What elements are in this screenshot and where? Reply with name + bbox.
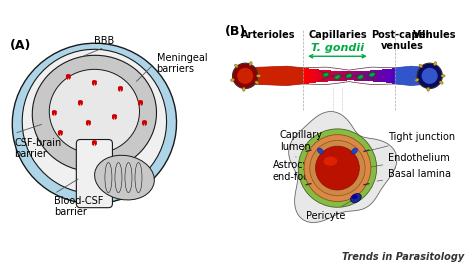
Ellipse shape <box>334 75 340 79</box>
Polygon shape <box>331 71 335 81</box>
Circle shape <box>237 68 253 84</box>
Polygon shape <box>344 71 347 81</box>
Ellipse shape <box>22 49 166 194</box>
Polygon shape <box>385 69 389 83</box>
Ellipse shape <box>352 148 357 154</box>
Ellipse shape <box>350 194 361 203</box>
Polygon shape <box>354 71 357 81</box>
Polygon shape <box>373 70 376 81</box>
Ellipse shape <box>419 64 422 68</box>
Polygon shape <box>379 70 383 82</box>
Ellipse shape <box>415 78 419 81</box>
Ellipse shape <box>49 69 139 154</box>
Polygon shape <box>312 69 316 83</box>
Polygon shape <box>309 69 312 83</box>
Text: BBB: BBB <box>94 36 115 46</box>
Polygon shape <box>357 71 360 81</box>
Polygon shape <box>316 69 319 83</box>
Polygon shape <box>319 70 322 82</box>
Polygon shape <box>395 66 429 85</box>
Polygon shape <box>360 71 363 81</box>
Ellipse shape <box>255 81 259 84</box>
Ellipse shape <box>318 148 323 154</box>
Text: Capillary
lumen: Capillary lumen <box>280 130 335 166</box>
Polygon shape <box>395 68 398 84</box>
Polygon shape <box>341 71 344 81</box>
Ellipse shape <box>352 195 357 199</box>
Polygon shape <box>389 69 392 83</box>
Ellipse shape <box>369 72 375 77</box>
Text: Tight junction: Tight junction <box>369 132 456 151</box>
Polygon shape <box>363 71 366 81</box>
Text: Astrocyte
end-foot: Astrocyte end-foot <box>273 156 319 182</box>
Polygon shape <box>347 71 351 80</box>
Text: Trends in Parasitology: Trends in Parasitology <box>342 252 465 262</box>
Ellipse shape <box>256 74 261 77</box>
Ellipse shape <box>230 78 235 81</box>
Polygon shape <box>325 70 328 81</box>
Polygon shape <box>370 70 373 81</box>
Polygon shape <box>392 68 395 84</box>
Text: Arterioles: Arterioles <box>241 30 295 40</box>
Circle shape <box>310 140 365 196</box>
Circle shape <box>421 68 438 84</box>
Circle shape <box>304 135 371 202</box>
Polygon shape <box>376 70 379 82</box>
Ellipse shape <box>12 43 176 204</box>
Text: T. gondii: T. gondii <box>311 43 364 53</box>
Circle shape <box>233 63 258 89</box>
Text: Post-capill.
venules: Post-capill. venules <box>371 30 433 51</box>
Circle shape <box>316 146 359 190</box>
Text: Meningeal
barriers: Meningeal barriers <box>156 53 207 74</box>
Polygon shape <box>322 70 325 82</box>
Polygon shape <box>303 68 306 84</box>
Ellipse shape <box>434 62 437 66</box>
Polygon shape <box>245 66 303 85</box>
Text: (B): (B) <box>225 25 246 38</box>
Text: CSF-brain
barrier: CSF-brain barrier <box>14 138 62 159</box>
Text: Basal lamina: Basal lamina <box>377 169 451 181</box>
Ellipse shape <box>346 74 352 78</box>
Ellipse shape <box>439 81 443 84</box>
Ellipse shape <box>249 62 252 66</box>
Polygon shape <box>366 71 370 81</box>
Polygon shape <box>383 69 385 83</box>
Polygon shape <box>328 70 331 81</box>
Ellipse shape <box>32 55 156 172</box>
Ellipse shape <box>95 155 155 200</box>
Circle shape <box>298 129 377 207</box>
Ellipse shape <box>242 87 245 91</box>
Text: Pericyte: Pericyte <box>306 199 354 221</box>
Text: Blood-CSF
barrier: Blood-CSF barrier <box>55 196 104 217</box>
Ellipse shape <box>441 74 445 77</box>
Ellipse shape <box>323 72 329 77</box>
Polygon shape <box>306 68 309 84</box>
Ellipse shape <box>324 156 337 166</box>
Polygon shape <box>289 112 397 222</box>
Polygon shape <box>351 71 354 80</box>
Text: Endothelium: Endothelium <box>368 153 450 168</box>
FancyBboxPatch shape <box>76 140 112 208</box>
Circle shape <box>417 63 442 89</box>
Text: Venules: Venules <box>412 30 456 40</box>
Ellipse shape <box>235 64 238 68</box>
Text: (A): (A) <box>10 39 32 52</box>
Polygon shape <box>335 71 338 81</box>
Polygon shape <box>338 71 341 81</box>
Ellipse shape <box>427 87 429 91</box>
Text: Capillaries: Capillaries <box>308 30 367 40</box>
Ellipse shape <box>357 75 364 79</box>
